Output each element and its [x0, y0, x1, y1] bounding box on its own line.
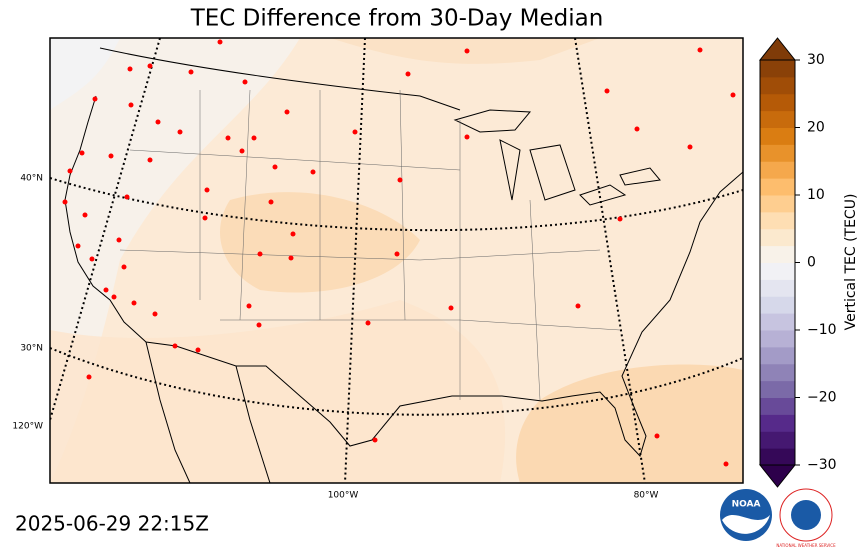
colorbar-label: Vertical TEC (TECU) [843, 194, 859, 331]
colorbar-level [760, 127, 795, 145]
colorbar-extend [758, 464, 797, 488]
colorbar-level [760, 380, 795, 398]
colorbar-level [760, 110, 795, 128]
lat-label: 30°N [20, 344, 43, 354]
lon-label: 120°W [12, 422, 43, 432]
colorbar-level [760, 397, 795, 415]
colorbar-level [760, 178, 795, 196]
colorbar-level [760, 93, 795, 112]
colorbar-level [760, 76, 795, 95]
field-mid [50, 300, 506, 483]
colorbar-level [760, 279, 795, 297]
colorbar-level [760, 228, 795, 247]
title: TEC Difference from 30-Day Median [190, 6, 604, 32]
colorbar: −30 −20 −10 0 10 20 30 [758, 37, 837, 488]
nws-logo: NATIONAL WEATHER SERVICE [776, 488, 836, 548]
colorbar-level [760, 245, 795, 263]
colorbar-tick-label: 10 [807, 187, 825, 203]
colorbar-level [760, 414, 795, 432]
map-frame [49, 37, 744, 484]
colorbar-level [760, 363, 795, 382]
colorbar-level [760, 262, 795, 280]
logo-text: NOAA [732, 500, 761, 510]
colorbar-tick-label: −30 [807, 457, 837, 473]
noaa-logo: NOAA [720, 489, 772, 541]
colorbar-level [760, 448, 795, 466]
colorbar-tick-label: 30 [807, 52, 825, 68]
colorbar-level [760, 144, 795, 162]
field-high [516, 364, 743, 483]
timestamp: 2025-06-29 22:15Z [15, 512, 209, 536]
colorbar-level [760, 431, 795, 449]
lon-label: 100°W [328, 491, 359, 501]
state-lines [119, 89, 621, 401]
map [50, 38, 743, 483]
field-low [50, 38, 300, 483]
colorbar-tick-label: 0 [807, 255, 816, 271]
colorbar-level [760, 313, 795, 331]
coastline [64, 47, 743, 483]
colorbar-tick-label: −10 [807, 322, 837, 338]
graticule [50, 38, 743, 483]
colorbar-level [760, 330, 795, 348]
colorbar-level [760, 346, 795, 365]
colorbar-level [760, 195, 795, 213]
colorbar-level [760, 211, 795, 230]
colorbar-extend [758, 37, 797, 61]
lon-label: 80°W [634, 491, 659, 501]
colorbar-tick-label: −20 [807, 390, 837, 406]
colorbar-level [760, 161, 795, 179]
colorbar-tick-label: 20 [807, 120, 825, 136]
stations [62, 39, 736, 467]
colorbar-level [760, 296, 795, 314]
logo-text: NATIONAL WEATHER SERVICE [776, 543, 836, 548]
field-zero [50, 38, 120, 110]
colorbar-level [760, 60, 795, 78]
lat-label: 40°N [20, 174, 43, 184]
